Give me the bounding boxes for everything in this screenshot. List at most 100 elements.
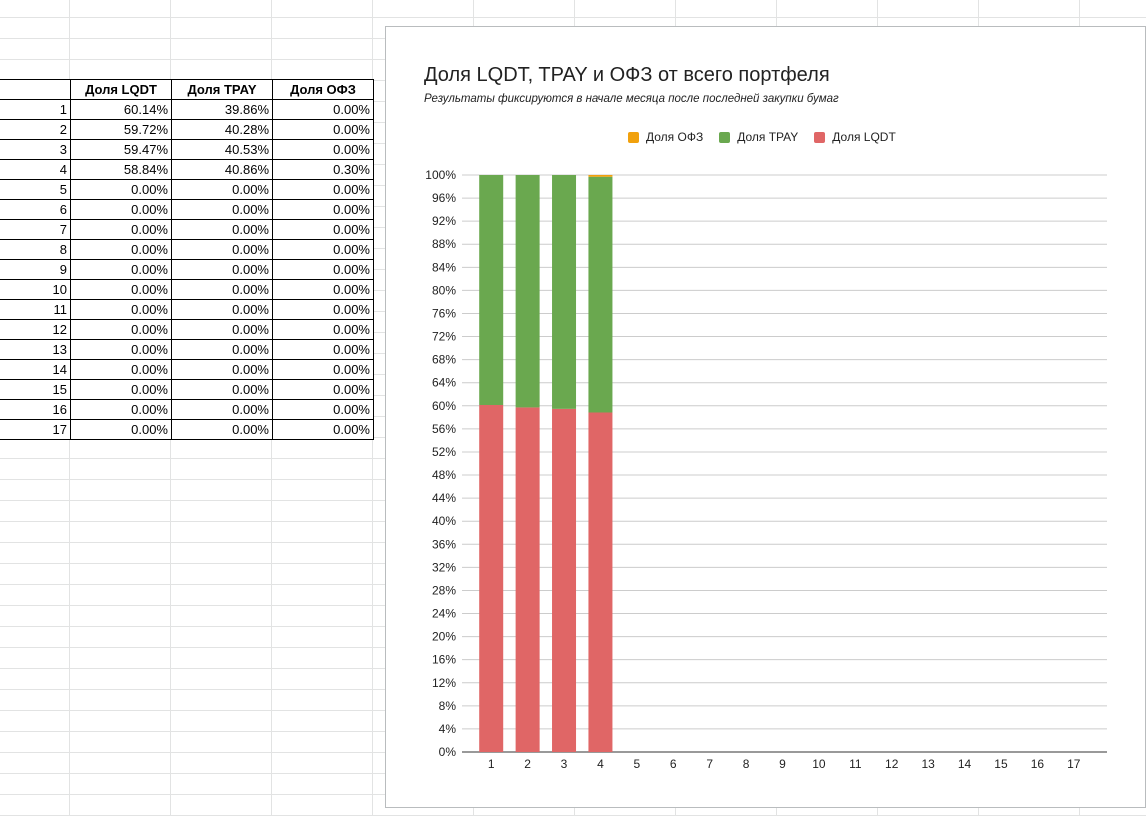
chart-card[interactable]: Доля LQDT, TPAY и ОФЗ от всего портфеля … <box>385 26 1146 808</box>
table-cell[interactable]: 9 <box>0 259 71 280</box>
table-cell[interactable]: 59.72% <box>70 119 172 140</box>
table-row: 5 0.00% 0.00% 0.00% <box>0 179 374 200</box>
table-cell[interactable]: 0.00% <box>272 299 374 320</box>
bar-segment[interactable] <box>515 175 540 408</box>
table-cell[interactable]: 0.00% <box>171 299 273 320</box>
table-cell[interactable]: 0.00% <box>171 419 273 440</box>
table-cell[interactable]: 10 <box>0 279 71 300</box>
table-cell[interactable]: 59.47% <box>70 139 172 160</box>
bar-segment[interactable] <box>552 175 577 409</box>
table-cell[interactable]: 8 <box>0 239 71 260</box>
table-cell[interactable]: 40.28% <box>171 119 273 140</box>
table-cell[interactable]: 14 <box>0 359 71 380</box>
table-cell[interactable]: 0.00% <box>171 359 273 380</box>
table-cell[interactable]: 0.00% <box>171 379 273 400</box>
table-cell[interactable]: 39.86% <box>171 99 273 120</box>
x-tick-label: 14 <box>958 757 972 771</box>
table-cell[interactable]: 15 <box>0 379 71 400</box>
table-cell[interactable]: 0.00% <box>70 199 172 220</box>
x-tick-label: 1 <box>488 757 495 771</box>
table-cell[interactable]: 58.84% <box>70 159 172 180</box>
table-cell[interactable]: 40.53% <box>171 139 273 160</box>
table-cell[interactable]: 0.00% <box>70 239 172 260</box>
table-cell[interactable]: 40.86% <box>171 159 273 180</box>
header-cell-lqdt[interactable]: Доля LQDT <box>70 79 172 100</box>
legend-item[interactable]: Доля LQDT <box>814 130 896 144</box>
table-cell[interactable]: 0.00% <box>171 319 273 340</box>
table-row: 1 60.14% 39.86% 0.00% <box>0 99 374 120</box>
x-tick-label: 7 <box>706 757 713 771</box>
table-cell[interactable]: 0.00% <box>171 399 273 420</box>
table-row: 3 59.47% 40.53% 0.00% <box>0 139 374 160</box>
table-cell[interactable]: 0.30% <box>272 159 374 180</box>
table-cell[interactable]: 0.00% <box>70 419 172 440</box>
header-cell-tpay[interactable]: Доля TPAY <box>171 79 273 100</box>
table-cell[interactable]: 0.00% <box>70 319 172 340</box>
table-cell[interactable]: 4 <box>0 159 71 180</box>
legend-label: Доля ОФЗ <box>646 130 704 144</box>
table-cell[interactable]: 0.00% <box>272 339 374 360</box>
table-cell[interactable]: 5 <box>0 179 71 200</box>
table-cell[interactable]: 0.00% <box>272 219 374 240</box>
table-cell[interactable]: 7 <box>0 219 71 240</box>
table-cell[interactable]: 0.00% <box>171 179 273 200</box>
bar-segment[interactable] <box>552 408 577 752</box>
table-cell[interactable]: 13 <box>0 339 71 360</box>
table-cell[interactable]: 1 <box>0 99 71 120</box>
y-tick-label: 64% <box>432 376 456 390</box>
table-cell[interactable]: 0.00% <box>272 239 374 260</box>
table-cell[interactable]: 0.00% <box>171 219 273 240</box>
table-cell[interactable]: 0.00% <box>70 259 172 280</box>
header-cell-ofz[interactable]: Доля ОФЗ <box>272 79 374 100</box>
table-row: 12 0.00% 0.00% 0.00% <box>0 319 374 340</box>
table-cell[interactable]: 3 <box>0 139 71 160</box>
table-cell[interactable]: 0.00% <box>171 339 273 360</box>
table-cell[interactable]: 0.00% <box>272 119 374 140</box>
table-cell[interactable]: 0.00% <box>171 279 273 300</box>
legend-item[interactable]: Доля TPAY <box>719 130 798 144</box>
legend-item[interactable]: Доля ОФЗ <box>628 130 703 144</box>
table-cell[interactable]: 0.00% <box>171 239 273 260</box>
table-cell[interactable]: 0.00% <box>272 399 374 420</box>
table-cell[interactable]: 0.00% <box>70 379 172 400</box>
header-cell-index[interactable] <box>0 79 71 100</box>
table-cell[interactable]: 0.00% <box>272 139 374 160</box>
table-header-row: Доля LQDT Доля TPAY Доля ОФЗ <box>0 79 374 100</box>
table-cell[interactable]: 0.00% <box>272 359 374 380</box>
table-cell[interactable]: 0.00% <box>272 259 374 280</box>
table-cell[interactable]: 11 <box>0 299 71 320</box>
table-cell[interactable]: 0.00% <box>171 199 273 220</box>
table-cell[interactable]: 17 <box>0 419 71 440</box>
table-cell[interactable]: 0.00% <box>272 99 374 120</box>
y-tick-label: 36% <box>432 537 456 551</box>
bar-segment[interactable] <box>479 175 504 405</box>
bar-segment[interactable] <box>515 407 540 752</box>
bar-segment[interactable] <box>588 175 613 177</box>
table-cell[interactable]: 0.00% <box>70 299 172 320</box>
table-cell[interactable]: 16 <box>0 399 71 420</box>
bar-segment[interactable] <box>588 412 613 752</box>
table-cell[interactable]: 60.14% <box>70 99 172 120</box>
table-cell[interactable]: 0.00% <box>272 419 374 440</box>
table-cell[interactable]: 0.00% <box>272 319 374 340</box>
table-cell[interactable]: 0.00% <box>171 259 273 280</box>
table-cell[interactable]: 0.00% <box>70 359 172 380</box>
table-cell[interactable]: 0.00% <box>272 379 374 400</box>
table-cell[interactable]: 0.00% <box>272 279 374 300</box>
y-tick-label: 60% <box>432 399 456 413</box>
table-cell[interactable]: 0.00% <box>272 199 374 220</box>
table-cell[interactable]: 0.00% <box>70 399 172 420</box>
x-tick-label: 15 <box>994 757 1008 771</box>
table-cell[interactable]: 0.00% <box>272 179 374 200</box>
table-cell[interactable]: 2 <box>0 119 71 140</box>
bar-segment[interactable] <box>479 404 504 752</box>
table-cell[interactable]: 0.00% <box>70 219 172 240</box>
bar-segment[interactable] <box>588 176 613 413</box>
table-row: 10 0.00% 0.00% 0.00% <box>0 279 374 300</box>
table-cell[interactable]: 0.00% <box>70 279 172 300</box>
y-tick-label: 76% <box>432 306 456 320</box>
table-cell[interactable]: 0.00% <box>70 339 172 360</box>
table-cell[interactable]: 0.00% <box>70 179 172 200</box>
table-cell[interactable]: 6 <box>0 199 71 220</box>
table-cell[interactable]: 12 <box>0 319 71 340</box>
